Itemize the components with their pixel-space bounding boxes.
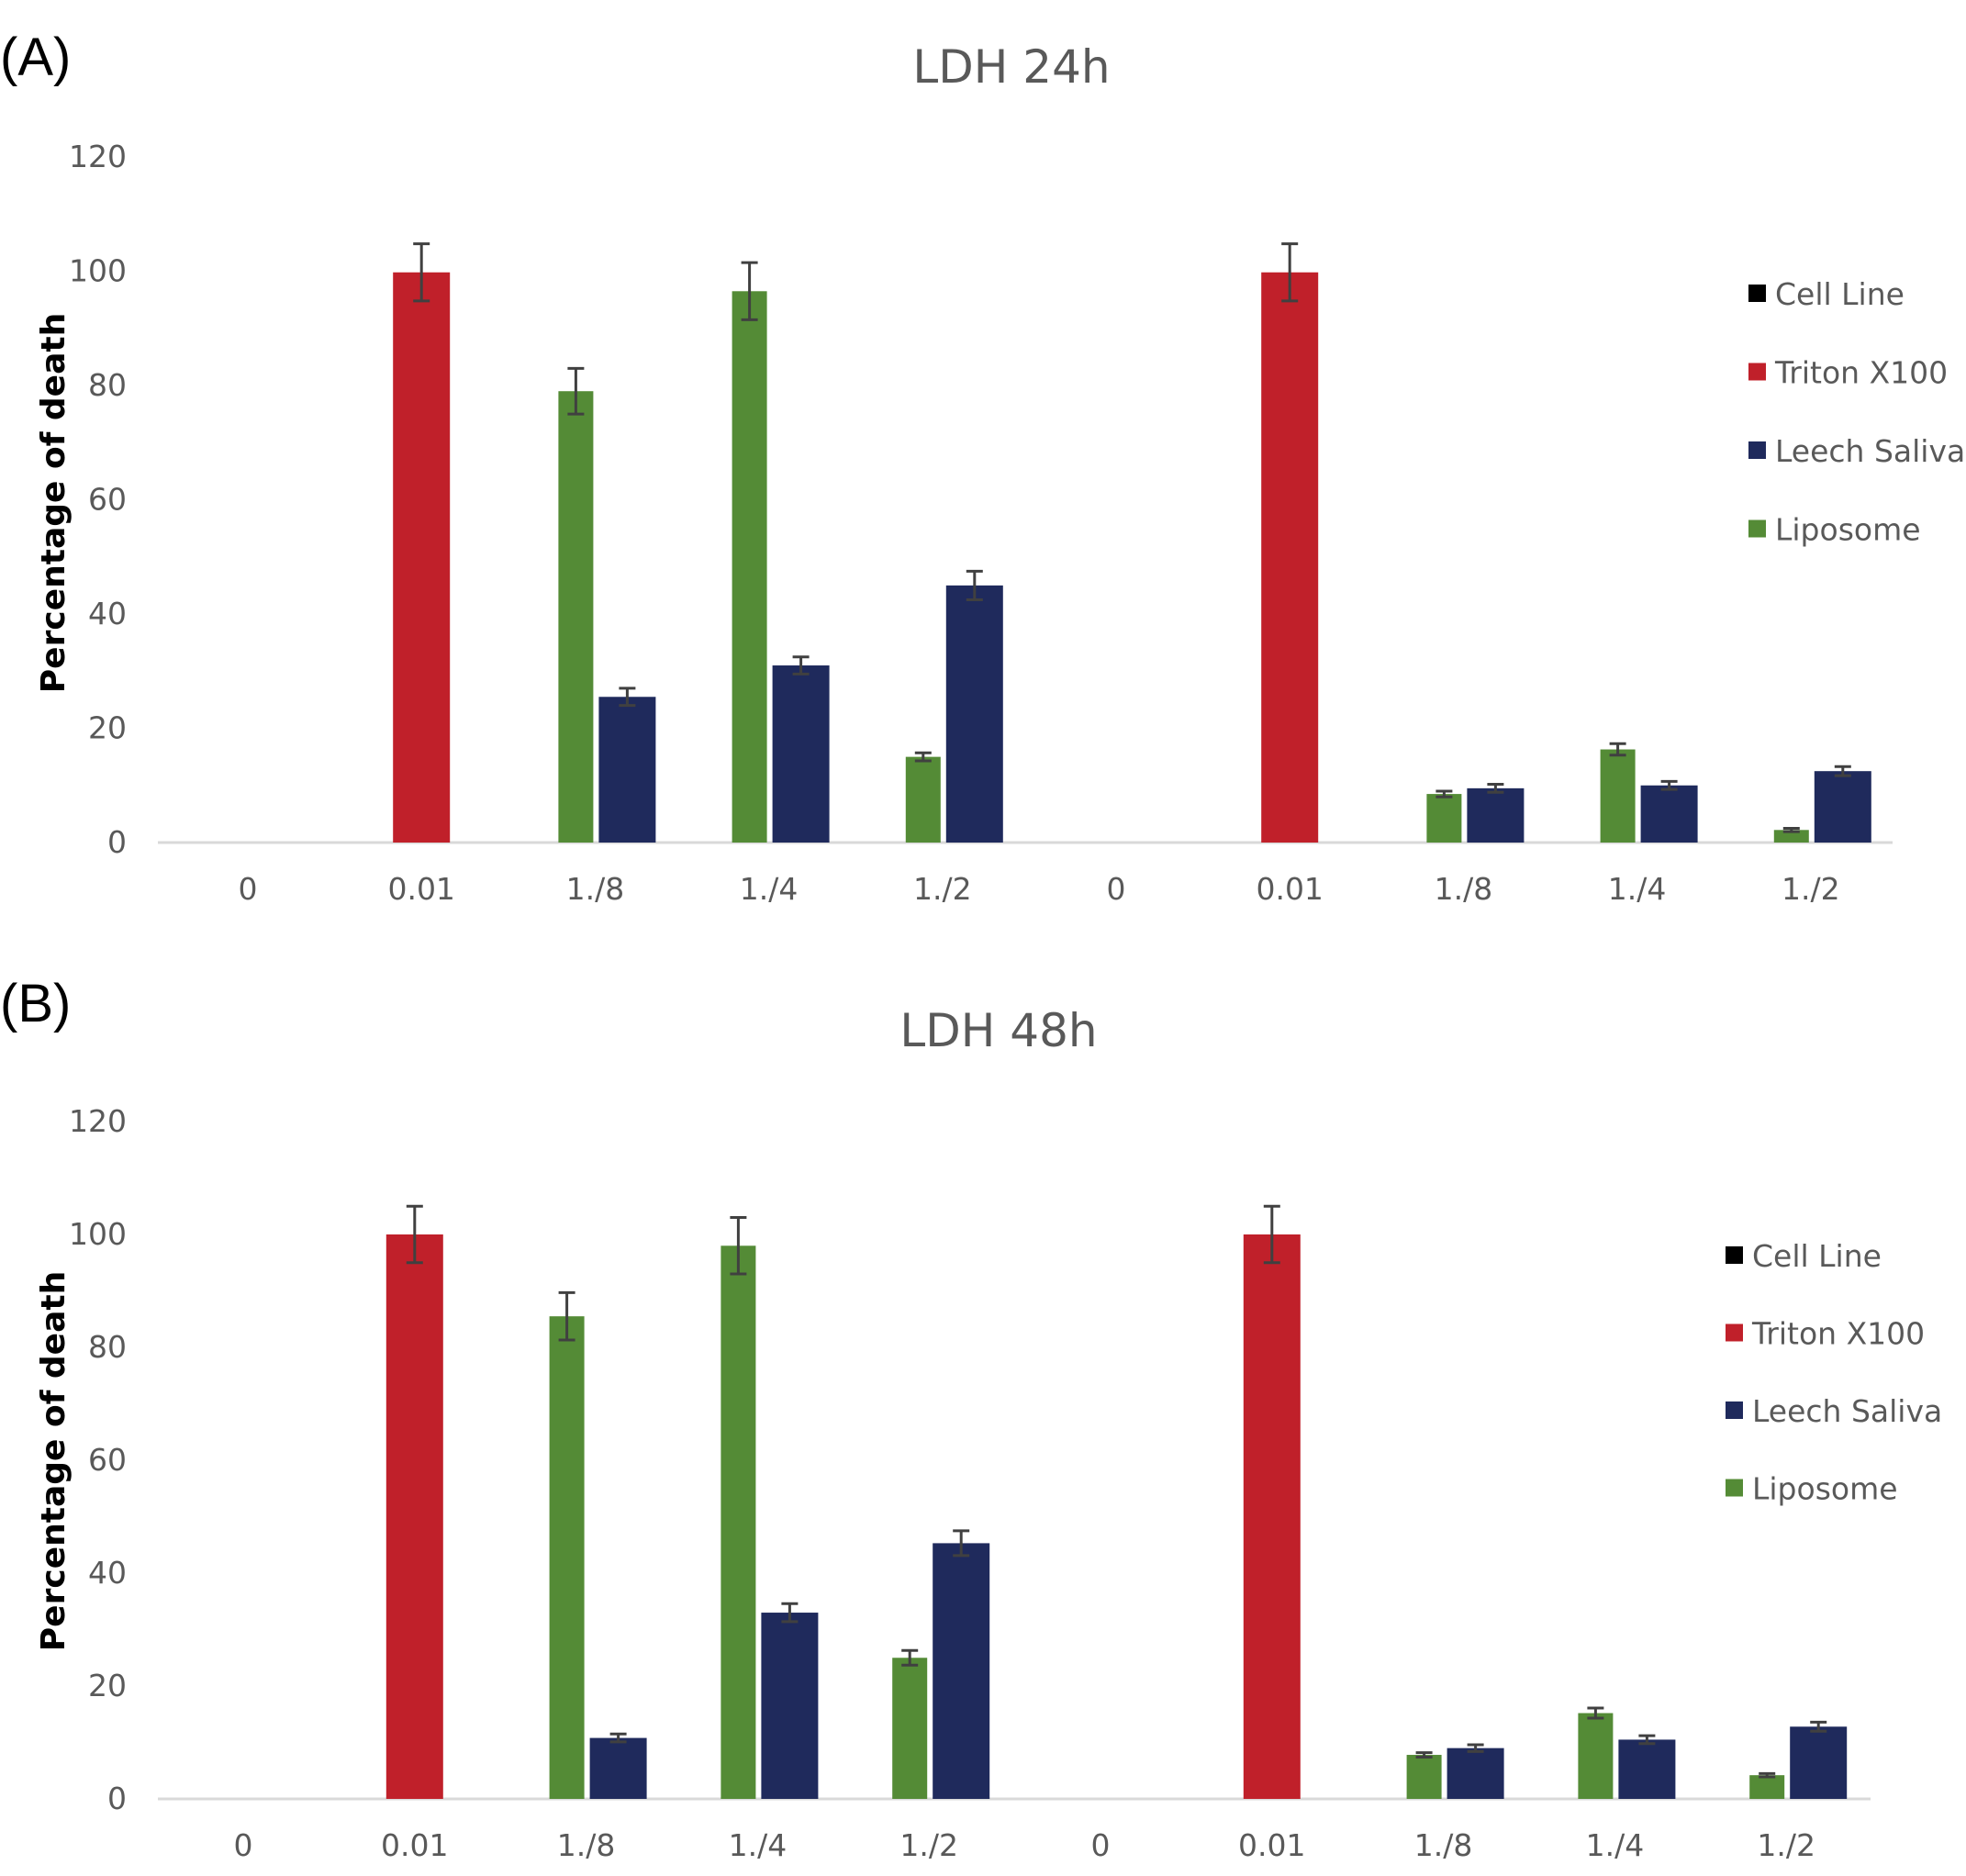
bar-liposome	[1426, 794, 1462, 843]
bar-triton-x100	[1243, 1234, 1301, 1799]
bar-triton-x100	[1261, 272, 1319, 843]
y-tick-label: 0	[107, 1781, 127, 1816]
bar-leech-saliva	[1618, 1739, 1676, 1799]
x-tick-label: 1./2	[913, 871, 972, 907]
bar-leech-saliva	[589, 1737, 647, 1799]
bar-leech-saliva	[1467, 787, 1525, 843]
legend-swatch-cell-line	[1748, 285, 1766, 302]
panel-label-b: (B)	[0, 974, 71, 1033]
bar-leech-saliva	[761, 1613, 819, 1799]
legend-label-liposome: Liposome	[1752, 1471, 1898, 1507]
legend-label-triton-x100: Triton X100	[1774, 355, 1948, 391]
legend-swatch-leech-saliva	[1726, 1401, 1743, 1419]
y-tick-label: 20	[88, 710, 127, 746]
y-tick-label: 120	[69, 139, 127, 174]
x-tick-label: 0	[1107, 871, 1126, 907]
y-tick-label: 120	[69, 1103, 127, 1139]
legend-swatch-triton-x100	[1726, 1323, 1743, 1342]
legend-label-liposome: Liposome	[1775, 512, 1921, 548]
x-tick-label: 1./2	[899, 1827, 958, 1863]
x-tick-label: 0.01	[387, 871, 454, 907]
x-tick-label: 1./4	[1608, 871, 1667, 907]
y-tick-label: 100	[69, 253, 127, 289]
y-tick-label: 100	[69, 1216, 127, 1252]
chart-title-a: LDH 24h	[912, 40, 1110, 94]
x-tick-label: 1./2	[1782, 871, 1840, 907]
bar-liposome	[1773, 830, 1809, 843]
legend-swatch-liposome	[1726, 1479, 1743, 1497]
legend-label-cell-line: Cell Line	[1775, 276, 1905, 312]
y-tick-label: 40	[88, 1555, 127, 1591]
legend-swatch-triton-x100	[1748, 363, 1766, 381]
bar-triton-x100	[385, 1234, 443, 1799]
bar-liposome	[558, 391, 594, 843]
y-tick-label: 60	[88, 482, 127, 518]
bar-liposome	[1600, 749, 1636, 843]
bar-leech-saliva	[1814, 771, 1871, 843]
legend-label-cell-line: Cell Line	[1752, 1238, 1882, 1274]
bar-liposome	[905, 756, 941, 843]
x-tick-label: 0	[1091, 1827, 1111, 1863]
y-axis-label-a: Percentage of death	[35, 313, 73, 693]
bar-liposome	[1578, 1713, 1614, 1799]
bar-liposome	[1749, 1775, 1785, 1799]
x-tick-label: 0	[239, 871, 258, 907]
x-tick-label: 0.01	[1256, 871, 1323, 907]
x-tick-label: 0	[234, 1827, 253, 1863]
bar-liposome	[732, 291, 767, 843]
y-tick-label: 80	[88, 1329, 127, 1365]
bar-liposome	[892, 1658, 928, 1799]
bar-leech-saliva	[1447, 1748, 1504, 1799]
x-tick-label: 1./8	[1414, 1827, 1473, 1863]
y-tick-label: 40	[88, 596, 127, 631]
x-tick-label: 1./2	[1757, 1827, 1815, 1863]
legend-label-triton-x100: Triton X100	[1751, 1316, 1925, 1352]
bar-leech-saliva	[598, 697, 656, 843]
bar-leech-saliva	[945, 585, 1003, 843]
x-tick-label: 0.01	[1238, 1827, 1305, 1863]
y-tick-label: 60	[88, 1442, 127, 1478]
panel-label-a: (A)	[0, 28, 71, 87]
bar-liposome	[720, 1245, 756, 1799]
legend-swatch-leech-saliva	[1748, 441, 1766, 459]
bar-leech-saliva	[1640, 785, 1698, 843]
x-tick-label: 1./4	[1586, 1827, 1645, 1863]
x-tick-label: 1./4	[729, 1827, 788, 1863]
bar-triton-x100	[393, 272, 451, 843]
y-tick-label: 80	[88, 367, 127, 403]
chart-title-b: LDH 48h	[899, 1004, 1097, 1057]
legend-label-leech-saliva: Leech Saliva	[1752, 1393, 1942, 1429]
y-tick-label: 0	[107, 824, 127, 860]
x-tick-label: 1./8	[566, 871, 625, 907]
panel-b: (B) LDH 48h Percentage of death 0 20 40 60 8…	[0, 974, 1942, 1863]
bar-liposome	[1406, 1755, 1442, 1799]
bar-liposome	[549, 1316, 585, 1799]
legend-swatch-liposome	[1748, 519, 1766, 538]
bar-leech-saliva	[772, 665, 830, 843]
y-axis-label-b: Percentage of death	[35, 1271, 73, 1651]
legend-label-leech-saliva: Leech Saliva	[1775, 433, 1965, 469]
bar-leech-saliva	[933, 1543, 990, 1799]
y-tick-label: 20	[88, 1668, 127, 1703]
bar-leech-saliva	[1790, 1726, 1848, 1799]
x-tick-label: 0.01	[381, 1827, 448, 1863]
x-tick-label: 1./8	[557, 1827, 616, 1863]
x-tick-label: 1./4	[740, 871, 799, 907]
panel-a: (A) LDH 24h Percentage of death 0 20 40 60 8…	[0, 28, 1965, 907]
legend-swatch-cell-line	[1726, 1246, 1743, 1264]
x-tick-label: 1./8	[1435, 871, 1493, 907]
